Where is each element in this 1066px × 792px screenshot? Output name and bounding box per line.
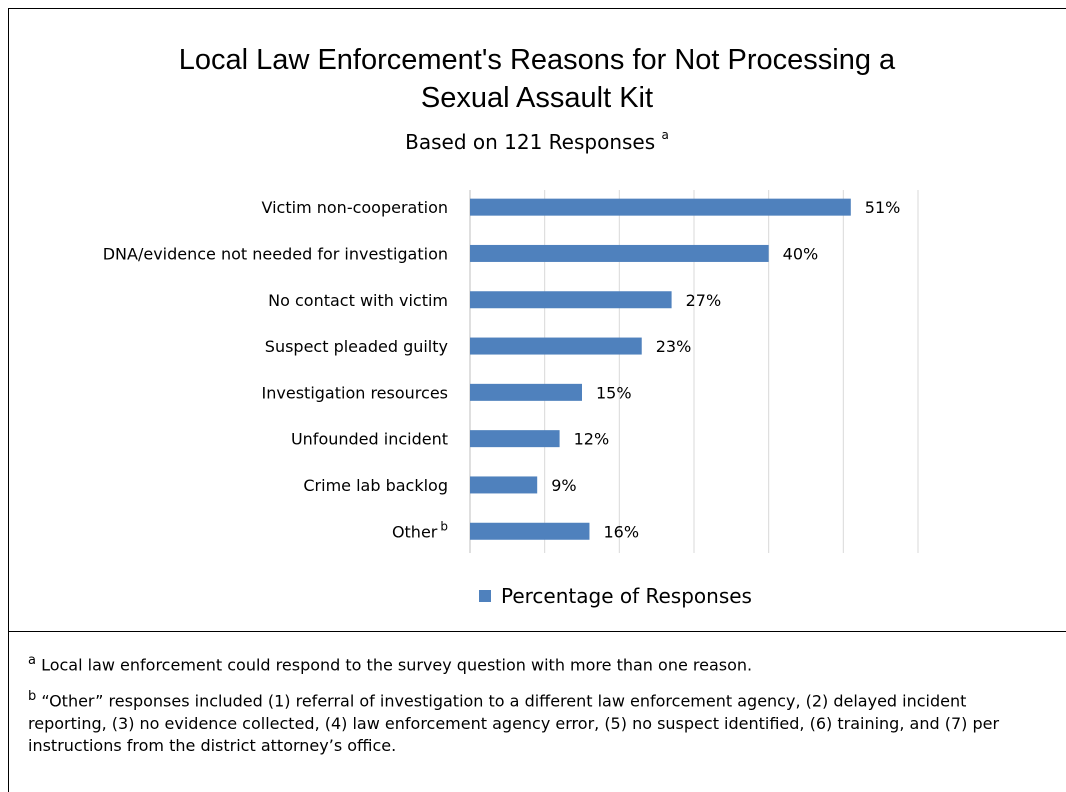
data-label: 9%	[551, 476, 576, 495]
chart-subtitle: Based on 121 Responses a	[8, 128, 1066, 154]
category-tick-label: Other b	[392, 519, 448, 541]
data-label: 12%	[574, 430, 610, 449]
chart-title-line1: Local Law Enforcement's Reasons for Not …	[178, 44, 896, 76]
bar	[470, 291, 672, 309]
bar	[470, 244, 769, 262]
footnotes: a Local law enforcement could respond to…	[28, 650, 1048, 767]
footnote-a-text: Local law enforcement could respond to t…	[41, 655, 753, 675]
chart-frame	[8, 8, 1066, 792]
data-label: 40%	[783, 244, 819, 263]
footnote-b-marker: b	[28, 689, 37, 705]
bar	[470, 337, 642, 355]
legend-label: Percentage of Responses	[501, 584, 752, 608]
category-tick-label: Investigation resources	[262, 383, 448, 402]
chart-title-line2: Sexual Assault Kit	[420, 82, 654, 114]
footnote-divider	[8, 631, 1066, 632]
data-label: 51%	[865, 198, 901, 217]
category-tick-label: Suspect pleaded guilty	[265, 337, 448, 356]
bar	[470, 522, 590, 540]
footnote-b-text: “Other” responses included (1) referral …	[28, 691, 1000, 755]
bar	[470, 476, 538, 494]
category-tick-label: DNA/evidence not needed for investigatio…	[103, 244, 448, 263]
bar-chart: 51% Victim non-cooperation 40% DNA/evidence…	[103, 190, 919, 608]
category-tick-label: Crime lab backlog	[303, 476, 448, 495]
data-label: 16%	[603, 522, 639, 541]
footnote-a: a Local law enforcement could respond to…	[28, 650, 1048, 676]
data-label: 23%	[656, 337, 692, 356]
category-tick-label: Victim non-cooperation	[262, 198, 448, 217]
footnote-a-marker: a	[28, 653, 36, 668]
bar	[470, 198, 851, 216]
subtitle-text: Based on 121 Responses	[405, 130, 656, 154]
bar	[470, 383, 582, 401]
category-tick-label: No contact with victim	[268, 291, 448, 310]
legend-swatch	[479, 590, 491, 602]
category-tick-label: Unfounded incident	[291, 430, 448, 449]
data-label: 15%	[596, 383, 632, 402]
footnote-b: b “Other” responses included (1) referra…	[28, 686, 1048, 756]
bar	[470, 430, 560, 448]
data-label: 27%	[686, 291, 722, 310]
subtitle-footnote-marker: a	[661, 128, 669, 143]
